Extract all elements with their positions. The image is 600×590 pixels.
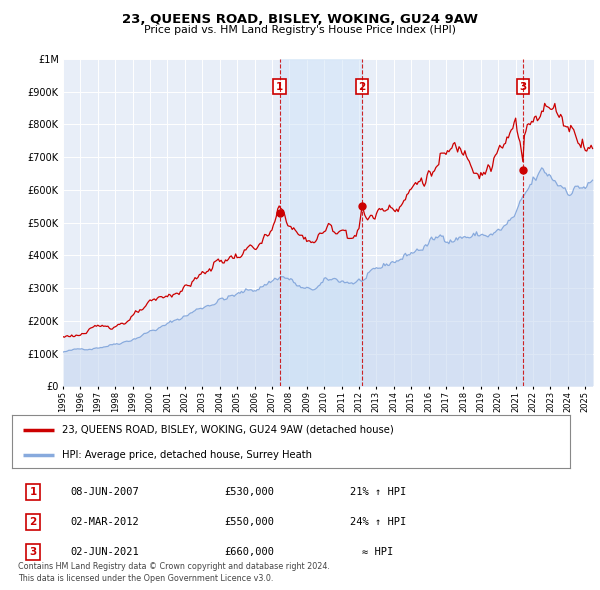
Text: 23, QUEENS ROAD, BISLEY, WOKING, GU24 9AW: 23, QUEENS ROAD, BISLEY, WOKING, GU24 9A…: [122, 13, 478, 26]
Text: Contains HM Land Registry data © Crown copyright and database right 2024.: Contains HM Land Registry data © Crown c…: [18, 562, 330, 571]
Text: 1: 1: [276, 82, 283, 92]
Text: 3: 3: [29, 547, 37, 557]
Text: 2: 2: [29, 517, 37, 527]
Text: 23, QUEENS ROAD, BISLEY, WOKING, GU24 9AW (detached house): 23, QUEENS ROAD, BISLEY, WOKING, GU24 9A…: [62, 425, 394, 435]
Text: 02-MAR-2012: 02-MAR-2012: [71, 517, 139, 527]
Text: Price paid vs. HM Land Registry's House Price Index (HPI): Price paid vs. HM Land Registry's House …: [144, 25, 456, 35]
Text: HPI: Average price, detached house, Surrey Heath: HPI: Average price, detached house, Surr…: [62, 450, 312, 460]
Text: 08-JUN-2007: 08-JUN-2007: [71, 487, 139, 497]
Bar: [280, 59, 362, 386]
Text: £530,000: £530,000: [224, 487, 274, 497]
Text: 24% ↑ HPI: 24% ↑ HPI: [350, 517, 406, 527]
Text: 2: 2: [358, 82, 365, 92]
Text: £550,000: £550,000: [224, 517, 274, 527]
Text: 21% ↑ HPI: 21% ↑ HPI: [350, 487, 406, 497]
Text: This data is licensed under the Open Government Licence v3.0.: This data is licensed under the Open Gov…: [18, 574, 274, 583]
Text: 3: 3: [520, 82, 527, 92]
Text: 1: 1: [29, 487, 37, 497]
Text: 02-JUN-2021: 02-JUN-2021: [71, 547, 139, 557]
Text: £660,000: £660,000: [224, 547, 274, 557]
Text: ≈ HPI: ≈ HPI: [362, 547, 394, 557]
